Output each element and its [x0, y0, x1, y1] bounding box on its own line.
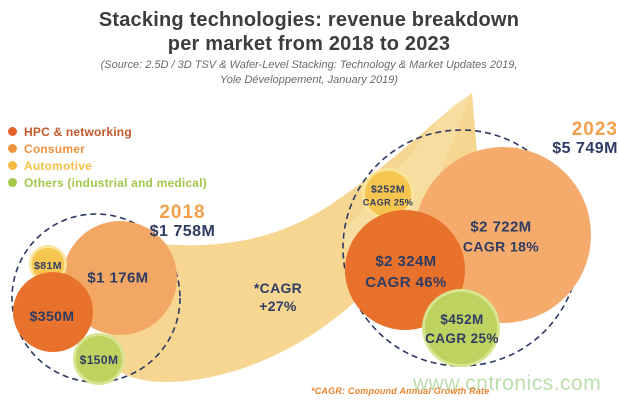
total-label: $1 758M [149, 223, 216, 241]
cagr-text: CAGR 25% [425, 331, 499, 346]
legend-label: Automotive [24, 158, 92, 173]
legend-label: HPC & networking [24, 124, 132, 139]
cagr-footnote: *CAGR: Compound Annual Growth Rate [311, 386, 490, 396]
hpc-dot-icon [8, 127, 17, 136]
cagr-text: CAGR 46% [365, 274, 447, 291]
value-2023-others: $452M CAGR 25% [425, 311, 499, 349]
value-2023-automotive: $252M CAGR 25% [363, 183, 413, 208]
year-label: 2018 [159, 202, 206, 223]
value-2018-consumer: $1 176M [87, 269, 149, 287]
legend: HPC & networking Consumer Automotive Oth… [8, 123, 207, 191]
year-total-2018: 2018 $1 758M [135, 202, 230, 241]
year-total-2023: 2023 $5 749M [520, 119, 618, 158]
total-label: $5 749M [552, 140, 618, 158]
cagr-text: CAGR 18% [462, 238, 540, 255]
automotive-dot-icon [8, 161, 17, 170]
legend-item-consumer: Consumer [8, 140, 207, 157]
legend-label: Others (industrial and medical) [24, 175, 207, 190]
legend-label: Consumer [24, 141, 85, 156]
overall-cagr-label: *CAGR +27% [254, 279, 302, 315]
value-text: $2 722M [470, 218, 532, 236]
value-text: $252M [370, 183, 406, 196]
growth-arrow [104, 93, 477, 382]
legend-item-hpc: HPC & networking [8, 123, 207, 140]
value-2018-others: $150M [79, 353, 119, 367]
year-label: 2023 [571, 119, 618, 140]
bubble-2023-others [422, 289, 500, 367]
value-2018-hpc: $350M [29, 308, 75, 324]
value-2023-hpc: $2 324M CAGR 46% [365, 251, 447, 293]
cagr-text: CAGR 25% [362, 196, 414, 207]
cagr-line2: +27% [259, 298, 297, 314]
value-text: $452M [440, 312, 484, 328]
page-title: Stacking technologies: revenue breakdown… [98, 9, 520, 55]
value-2018-automotive: $81M [34, 260, 62, 272]
legend-item-others: Others (industrial and medical) [8, 174, 207, 191]
legend-item-automotive: Automotive [8, 157, 207, 174]
source-note: (Source: 2.5D / 3D TSV & Wafer-Level Sta… [100, 59, 518, 86]
bubble-2018-hpc [13, 272, 93, 352]
cagr-line1: *CAGR [253, 279, 303, 296]
watermark: www.cntronics.com [413, 372, 602, 395]
consumer-dot-icon [8, 144, 17, 153]
bubble-2018-others [73, 333, 125, 385]
value-2023-consumer: $2 722M CAGR 18% [463, 217, 539, 256]
value-text: $2 324M [375, 253, 437, 270]
others-dot-icon [8, 178, 17, 187]
